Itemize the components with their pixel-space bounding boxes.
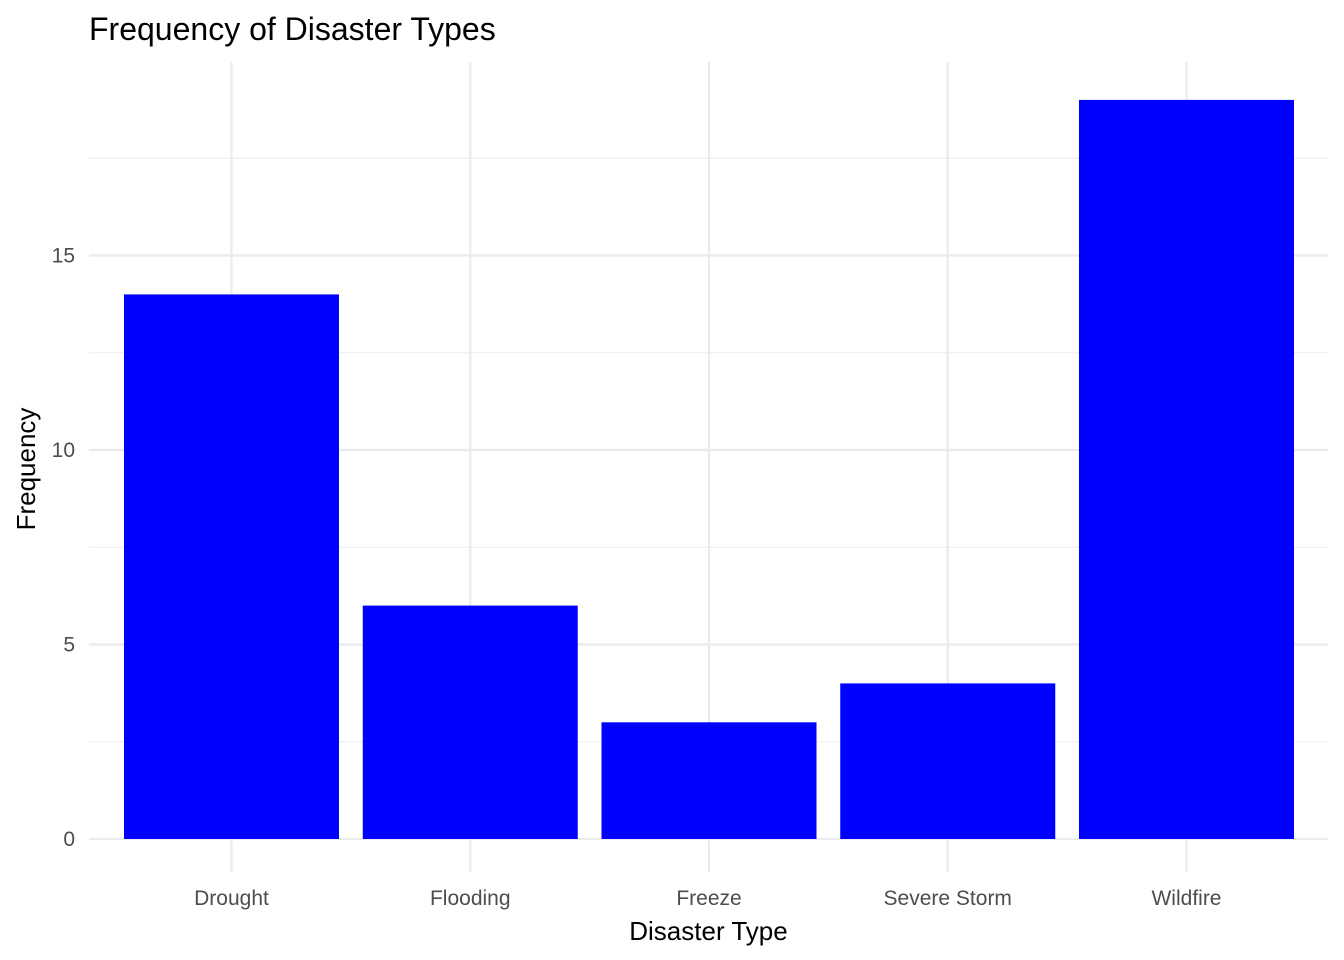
bar-flooding xyxy=(362,605,578,839)
y-axis-ticks: 0 5 10 15 xyxy=(52,245,75,852)
y-tick-label: 5 xyxy=(63,634,75,657)
x-tick-label: Freeze xyxy=(676,887,741,910)
x-tick-label: Flooding xyxy=(430,887,511,910)
y-tick-label: 0 xyxy=(63,828,75,851)
y-tick-label: 10 xyxy=(52,439,75,462)
bar-drought xyxy=(124,294,339,839)
chart-title: Frequency of Disaster Types xyxy=(89,11,496,47)
bar-wildfire xyxy=(1079,99,1294,839)
bar-severe-storm xyxy=(840,683,1056,839)
bars xyxy=(124,99,1294,839)
y-axis-title: Frequency xyxy=(11,408,41,531)
y-tick-label: 15 xyxy=(52,245,75,268)
x-axis-ticks: Drought Flooding Freeze Severe Storm Wildfir… xyxy=(194,887,1221,910)
x-axis-title: Disaster Type xyxy=(629,916,787,946)
x-tick-label: Severe Storm xyxy=(884,887,1012,910)
x-tick-label: Drought xyxy=(194,887,269,910)
x-tick-label: Wildfire xyxy=(1151,887,1221,910)
bar-freeze xyxy=(601,722,817,839)
